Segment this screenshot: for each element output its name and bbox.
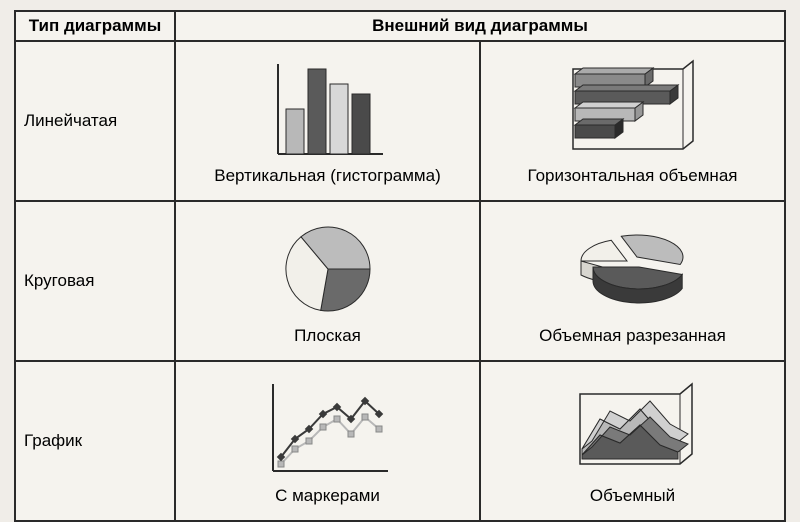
pie-flat-icon [273, 219, 383, 319]
row-label-line: График [15, 361, 175, 521]
area-3d-icon [568, 379, 698, 479]
cell-area-3d: Объемный [480, 361, 785, 521]
line-markers-icon [263, 379, 393, 479]
caption-pie-3d: Объемная разрезанная [489, 322, 776, 346]
cell-pie-flat: Плоская [175, 201, 480, 361]
chart-types-table: Тип диаграммы Внешний вид диаграммы Лине… [14, 10, 786, 522]
cell-bar-vertical: Вертикальная (гистограмма) [175, 41, 480, 201]
row-label-pie: Круговая [15, 201, 175, 361]
bar-chart-icon [268, 59, 388, 159]
header-appearance: Внешний вид диаграммы [175, 11, 785, 41]
bar-3d-horizontal-icon [563, 59, 703, 159]
caption-bar-3d: Горизонтальная объемная [489, 162, 776, 186]
caption-area-3d: Объемный [489, 482, 776, 506]
caption-pie-flat: Плоская [184, 322, 471, 346]
cell-line-markers: С маркерами [175, 361, 480, 521]
pie-3d-exploded-icon [568, 219, 698, 319]
caption-line-markers: С маркерами [184, 482, 471, 506]
row-label-bar: Линейчатая [15, 41, 175, 201]
header-type: Тип диаграммы [15, 11, 175, 41]
cell-pie-3d: Объемная разрезанная [480, 201, 785, 361]
caption-bar-vertical: Вертикальная (гистограмма) [184, 162, 471, 186]
cell-bar-3d: Горизонтальная объемная [480, 41, 785, 201]
